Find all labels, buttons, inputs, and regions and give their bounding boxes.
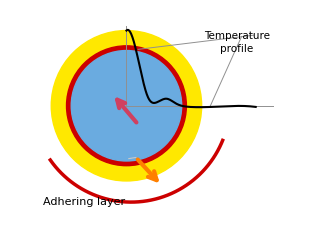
Circle shape bbox=[51, 31, 202, 181]
Text: Adhering layer: Adhering layer bbox=[43, 197, 125, 207]
Circle shape bbox=[67, 46, 187, 166]
Circle shape bbox=[71, 51, 182, 161]
Text: Temperature
profile: Temperature profile bbox=[204, 31, 270, 54]
